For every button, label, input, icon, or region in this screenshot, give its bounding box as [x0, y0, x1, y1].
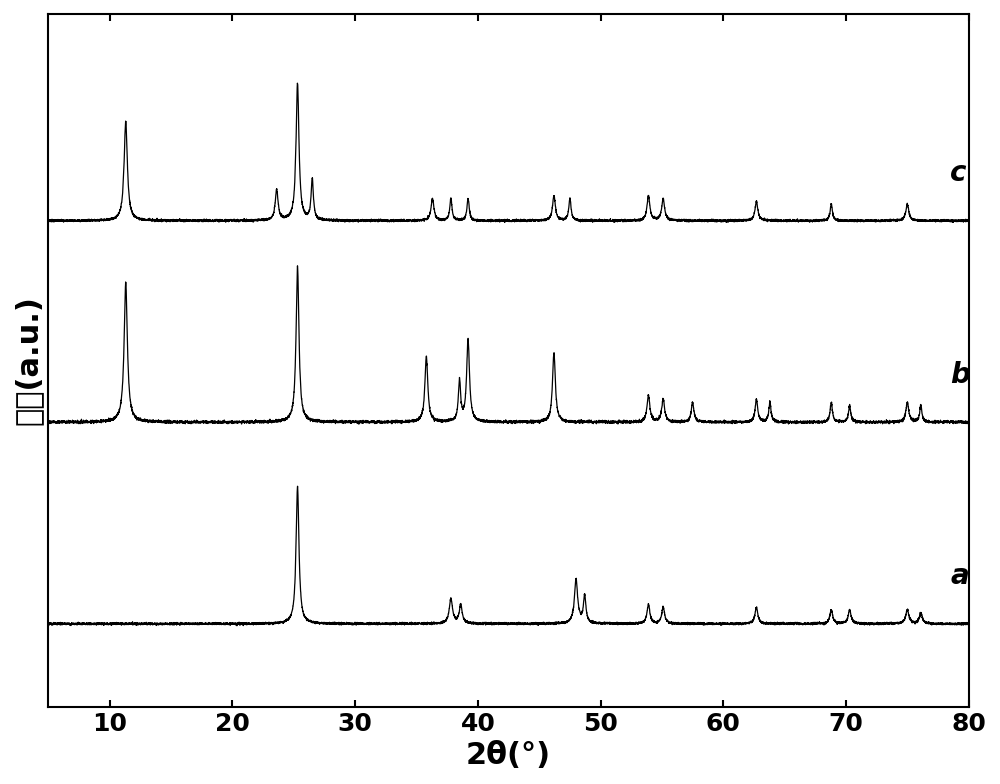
- Text: a: a: [950, 562, 969, 590]
- Y-axis label: 強度(a.u.): 強度(a.u.): [14, 296, 43, 425]
- Text: b: b: [950, 361, 970, 389]
- X-axis label: 2θ(°): 2θ(°): [466, 741, 551, 770]
- Text: c: c: [950, 159, 967, 187]
